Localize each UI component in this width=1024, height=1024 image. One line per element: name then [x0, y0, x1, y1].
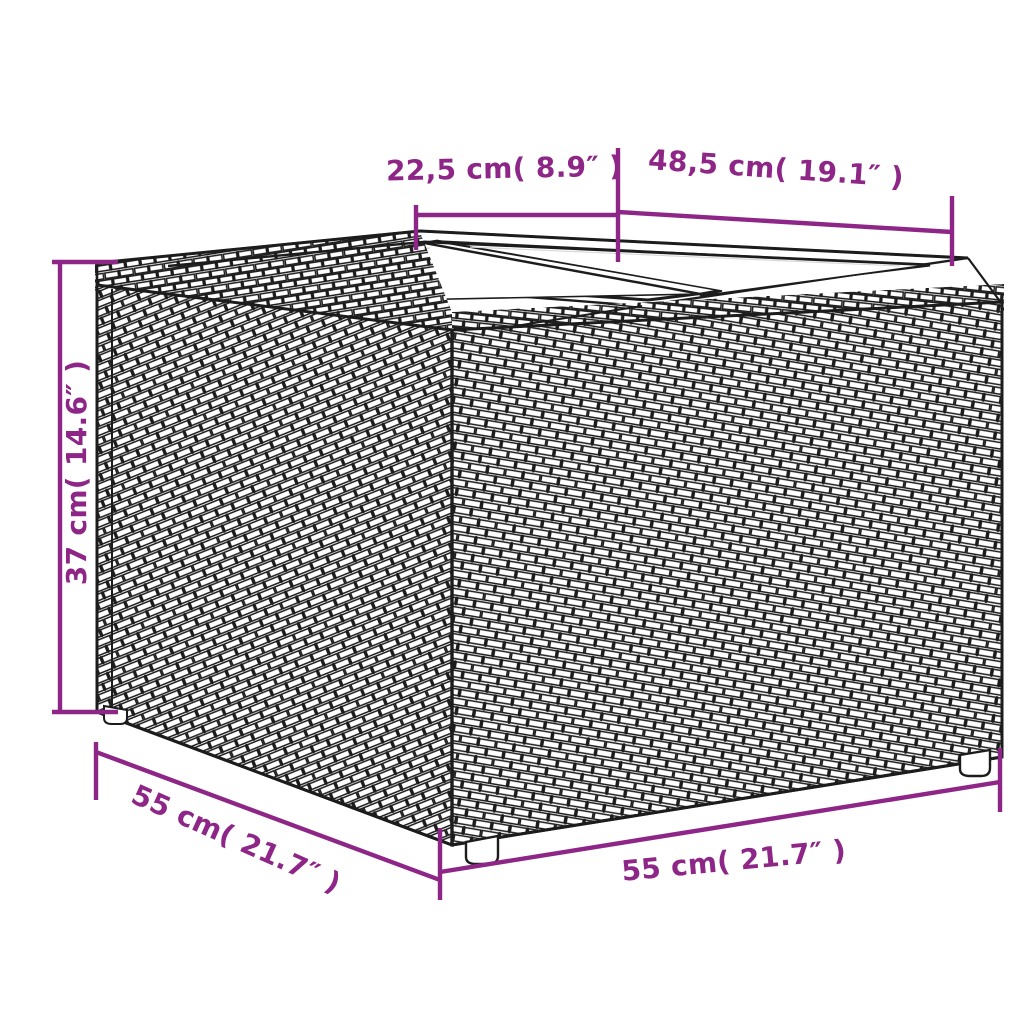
side-panel-right — [450, 300, 1004, 847]
dimline-width — [439, 779, 1001, 875]
foot-back-left — [103, 704, 128, 725]
glass-highlight — [469, 246, 901, 267]
dimline-top-right — [617, 209, 953, 235]
foot-front-right — [958, 748, 992, 778]
rim-right-cap — [967, 257, 1003, 305]
rim-back-edge — [96, 229, 969, 265]
foot-front-left — [464, 834, 500, 866]
dimension-label-top-left: 22,5 cm( 8.9″ ) — [385, 149, 623, 188]
dimension-lines — [52, 148, 1003, 900]
dimline-depth — [95, 749, 441, 883]
dimension-label-height: 37 cm( 14.6″ ) — [60, 359, 94, 586]
table-feet — [103, 704, 992, 866]
rim-inner-edge — [167, 240, 931, 268]
side-panel-left — [95, 283, 454, 848]
bottom-edge — [96, 710, 1003, 847]
table-body — [95, 229, 1004, 866]
